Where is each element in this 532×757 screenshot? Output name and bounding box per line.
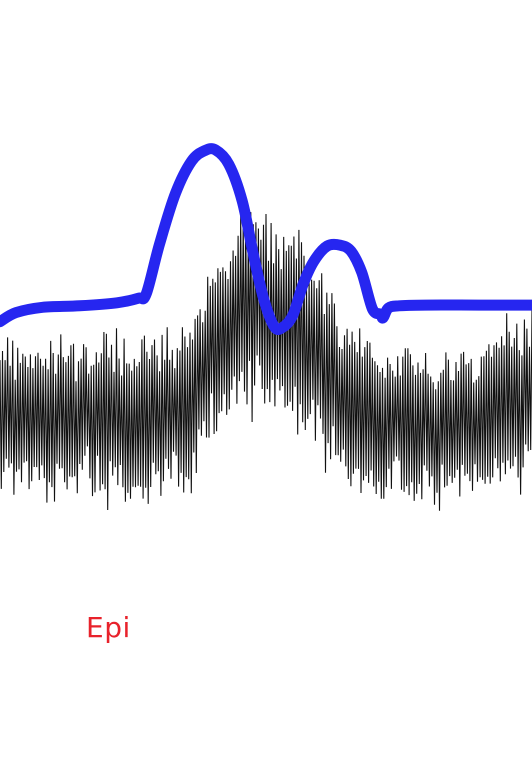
signal-trace-group (0, 207, 532, 510)
epi-label: Epi (86, 611, 131, 644)
signal-trace (0, 207, 532, 510)
